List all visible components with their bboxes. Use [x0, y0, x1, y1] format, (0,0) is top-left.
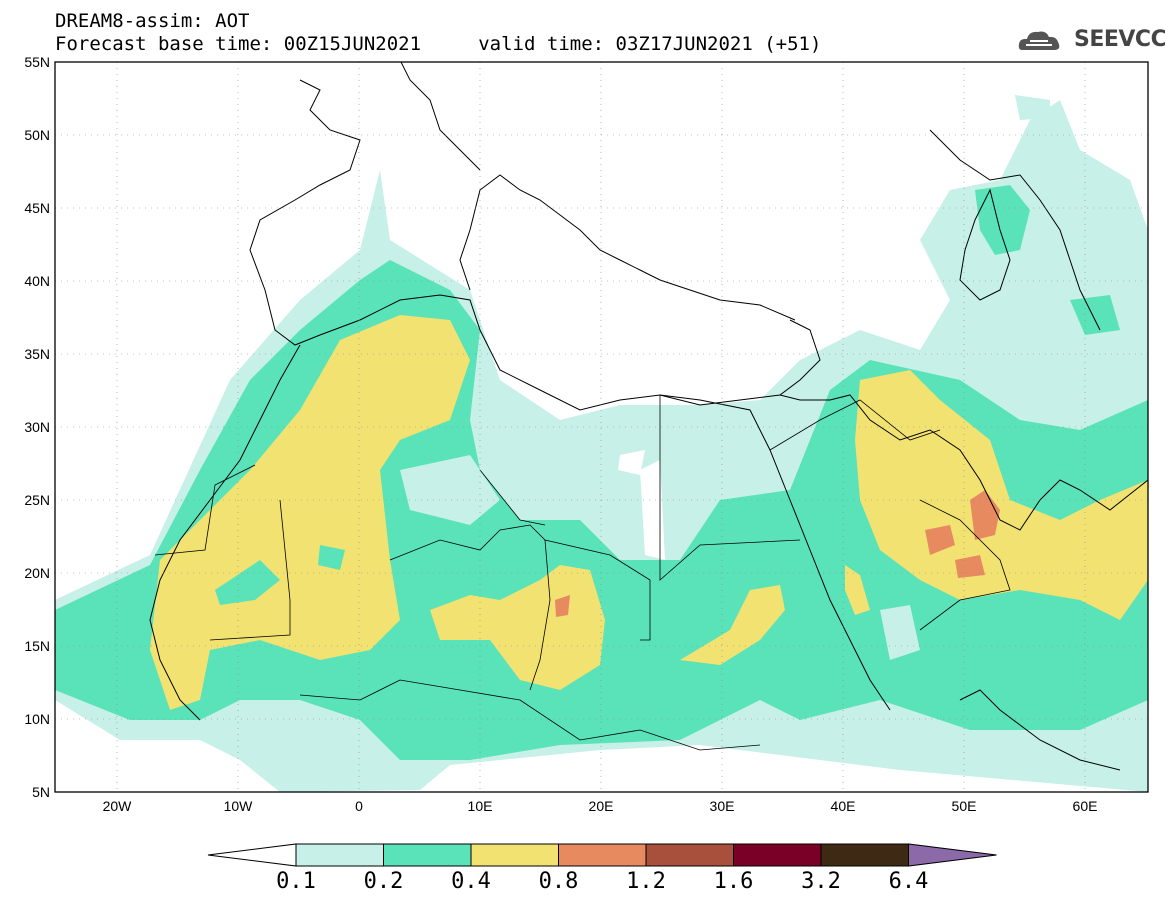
map-frame — [54, 61, 1149, 793]
lon-label-0: 0 — [355, 798, 363, 814]
lon-label-60E: 60E — [1073, 798, 1098, 814]
lat-label-5N: 5N — [32, 784, 50, 800]
latitude-labels: 55N 50N 45N 40N 35N 30N 25N 20N 15N 10N 5N — [24, 54, 50, 800]
lat-label-45N: 45N — [24, 200, 50, 216]
colorbar-box-4 — [558, 843, 647, 867]
country-borders — [154, 395, 1011, 751]
lon-label-50E: 50E — [952, 798, 977, 814]
graticule — [55, 62, 1148, 792]
lat-label-40N: 40N — [24, 273, 50, 289]
seevccc-cloud-logo — [1018, 31, 1060, 50]
aot-contour-fill — [55, 95, 1148, 792]
lon-label-20W: 20W — [103, 798, 133, 814]
colorbar-label: 1.6 — [713, 869, 754, 894]
colorbar-box-7 — [820, 843, 909, 867]
colorbar-box-6 — [733, 843, 822, 867]
logo-text: SEEVCCC — [1074, 27, 1165, 52]
colorbar-box-2 — [383, 843, 472, 867]
longitude-labels: 20W 10W 0 10E 20E 30E 40E 50E 60E — [103, 798, 1098, 814]
lon-label-30E: 30E — [710, 798, 735, 814]
colorbar-box-5 — [645, 843, 734, 867]
lat-label-25N: 25N — [24, 492, 50, 508]
coastlines — [149, 62, 1148, 771]
colorbar-boxes — [207, 843, 997, 867]
lon-label-10W: 10W — [224, 798, 254, 814]
colorbar-label: 3.2 — [801, 869, 841, 894]
lon-label-20E: 20E — [589, 798, 614, 814]
colorbar-label: 0.1 — [276, 869, 316, 894]
forecast-time-line: Forecast base time: 00Z15JUN2021 valid t… — [55, 33, 822, 55]
lon-label-40E: 40E — [831, 798, 856, 814]
lat-label-30N: 30N — [24, 419, 50, 435]
colorbar-box-3 — [470, 843, 559, 867]
colorbar-label: 0.2 — [363, 869, 404, 894]
lat-label-50N: 50N — [24, 127, 50, 143]
colorbar-label: 0.4 — [451, 869, 491, 894]
colorbar-label: 1.2 — [626, 869, 666, 894]
colorbar-max-arrow — [908, 843, 997, 867]
lat-label-35N: 35N — [24, 346, 50, 362]
lon-label-10E: 10E — [468, 798, 493, 814]
lat-label-15N: 15N — [24, 638, 50, 654]
lat-label-10N: 10N — [24, 711, 50, 727]
colorbar-min-arrow — [207, 843, 297, 867]
lat-label-20N: 20N — [24, 565, 50, 581]
map-title: DREAM8-assim: AOT — [55, 10, 250, 32]
lat-label-55N: 55N — [24, 54, 50, 70]
colorbar-label: 6.4 — [888, 869, 929, 894]
colorbar-label: 0.8 — [538, 869, 579, 894]
colorbar-box-1 — [295, 843, 384, 867]
